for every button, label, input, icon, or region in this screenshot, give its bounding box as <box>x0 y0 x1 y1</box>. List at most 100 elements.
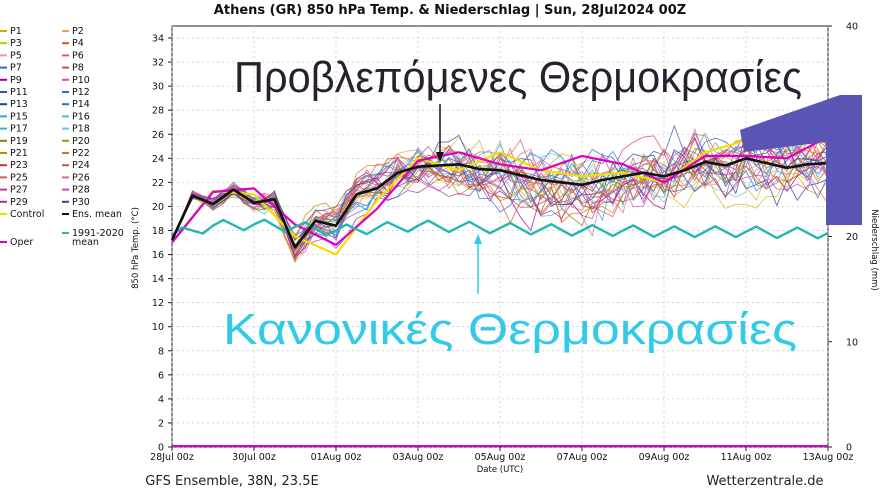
y-tick-label: 2 <box>158 418 164 429</box>
y-tick-label: 0 <box>158 443 164 454</box>
y-tick-label: 14 <box>152 274 164 285</box>
y-axis-label: 850 hPa Temp. (°C) <box>131 207 141 289</box>
legend-entry: P16 <box>62 111 90 122</box>
legend-entry: P30 <box>62 197 90 208</box>
legend-entry: P15 <box>0 111 28 122</box>
series-line-control <box>171 121 829 256</box>
chart-title: Athens (GR) 850 hPa Temp. & Niederschlag… <box>214 3 686 18</box>
legend-entry: P2 <box>62 26 84 37</box>
x-tick-label: 13Aug 00z <box>803 452 854 463</box>
legend-label: mean <box>72 237 99 248</box>
legend-entry: P21 <box>0 148 28 159</box>
x-tick-label: 07Aug 00z <box>557 452 608 463</box>
legend-label: P16 <box>72 111 90 122</box>
badge-number-shape <box>740 95 862 225</box>
legend-entry: P4 <box>62 38 84 49</box>
legend-label: Oper <box>10 237 33 248</box>
legend-label: P29 <box>10 197 28 208</box>
y2-axis-label: Niederschlag (mm) <box>869 209 879 290</box>
normal-arrowhead <box>474 234 482 244</box>
legend-entry: P25 <box>0 172 28 183</box>
legend-entry: P3 <box>0 38 22 49</box>
legend-entry: P7 <box>0 63 22 74</box>
legend-label: P7 <box>10 63 22 74</box>
legend-entry: P24 <box>62 160 90 171</box>
legend-entry: P14 <box>62 99 90 110</box>
legend-label: P24 <box>72 160 90 171</box>
legend-entry: P26 <box>62 172 90 183</box>
legend-label: P21 <box>10 148 28 159</box>
legend-label: P30 <box>72 197 90 208</box>
legend-label: Control <box>10 209 44 220</box>
footer-source: GFS Ensemble, 38N, 23.5E <box>145 474 318 489</box>
y2-axis-ticks: 010203040 <box>828 22 858 454</box>
legend-entry: Oper <box>0 237 33 248</box>
legend-label: P4 <box>72 38 84 49</box>
ensemble-member-line <box>171 140 829 249</box>
y-tick-label: 10 <box>152 322 164 333</box>
series-lines <box>170 121 829 256</box>
x-tick-label: 05Aug 00z <box>475 452 526 463</box>
y-tick-label: 18 <box>152 226 164 237</box>
x-tick-label: 28Jul 00z <box>150 452 194 463</box>
x-tick-label: 03Aug 00z <box>393 452 444 463</box>
legend-label: P23 <box>10 160 28 171</box>
legend-label: P15 <box>10 111 28 122</box>
x-tick-label: 09Aug 00z <box>639 452 690 463</box>
forecast-annotation: Προβλεπόμενες Θερμοκρασίες <box>234 53 802 102</box>
legend-entry: P17 <box>0 124 28 135</box>
ensemble-member-line <box>171 142 829 241</box>
y-tick-label: 34 <box>152 34 164 45</box>
legend-label: P11 <box>10 87 28 98</box>
legend-label: P2 <box>72 26 84 37</box>
legend-entry: P22 <box>62 148 90 159</box>
y-tick-label: 6 <box>158 370 164 381</box>
y-tick-label: 12 <box>152 298 164 309</box>
legend-label: P18 <box>72 124 90 135</box>
x-tick-label: 01Aug 00z <box>311 452 362 463</box>
y-tick-label: 26 <box>152 130 164 141</box>
legend-label: P25 <box>10 172 28 183</box>
y-tick-label: 24 <box>152 154 164 165</box>
x-tick-label: 11Aug 00z <box>721 452 772 463</box>
legend-entry: P28 <box>62 185 90 196</box>
x-axis-ticks: 28Jul 00z 30Jul 00z 01Aug 00z 03Aug 00z 05Au… <box>150 447 853 463</box>
legend-label: P9 <box>10 75 22 86</box>
legend-label: P22 <box>72 148 90 159</box>
legend-label: P17 <box>10 124 28 135</box>
x-axis-label: Date (UTC) <box>477 465 524 475</box>
legend-entry: P27 <box>0 185 28 196</box>
legend-label: Ens. mean <box>72 209 122 220</box>
legend-label: P10 <box>72 75 90 86</box>
y-tick-label: 20 <box>152 202 164 213</box>
legend-label: P13 <box>10 99 28 110</box>
legend-entry: P23 <box>0 160 28 171</box>
legend-entry: P13 <box>0 99 28 110</box>
series-line-ens-mean <box>170 157 829 249</box>
legend-entry: P6 <box>62 50 84 61</box>
legend-label: P3 <box>10 38 22 49</box>
legend-label: P27 <box>10 185 28 196</box>
legend-entry: P12 <box>62 87 90 98</box>
footer-credit: Wetterzentrale.de <box>706 474 823 489</box>
y-tick-label: 32 <box>152 58 164 69</box>
legend-entry: P11 <box>0 87 28 98</box>
normal-annotation: Κανονικές Θερμοκρασίες <box>223 305 797 354</box>
legend-label: P1 <box>10 26 22 37</box>
legend-entry: P20 <box>62 136 90 147</box>
legend-label: 1991-2020 <box>72 228 124 239</box>
ensemble-member-line <box>171 140 829 256</box>
legend-entry: Control <box>0 209 44 220</box>
legend-label: P8 <box>72 63 84 74</box>
legend-label: P12 <box>72 87 90 98</box>
legend-label: P6 <box>72 50 84 61</box>
x-tick-label: 30Jul 00z <box>232 452 276 463</box>
y2-tick-label: 40 <box>846 22 858 33</box>
y-tick-label: 8 <box>158 346 164 357</box>
legend-label: P19 <box>10 136 28 147</box>
y-tick-label: 30 <box>152 82 164 93</box>
legend-label: P26 <box>72 172 90 183</box>
y2-tick-label: 0 <box>846 443 852 454</box>
